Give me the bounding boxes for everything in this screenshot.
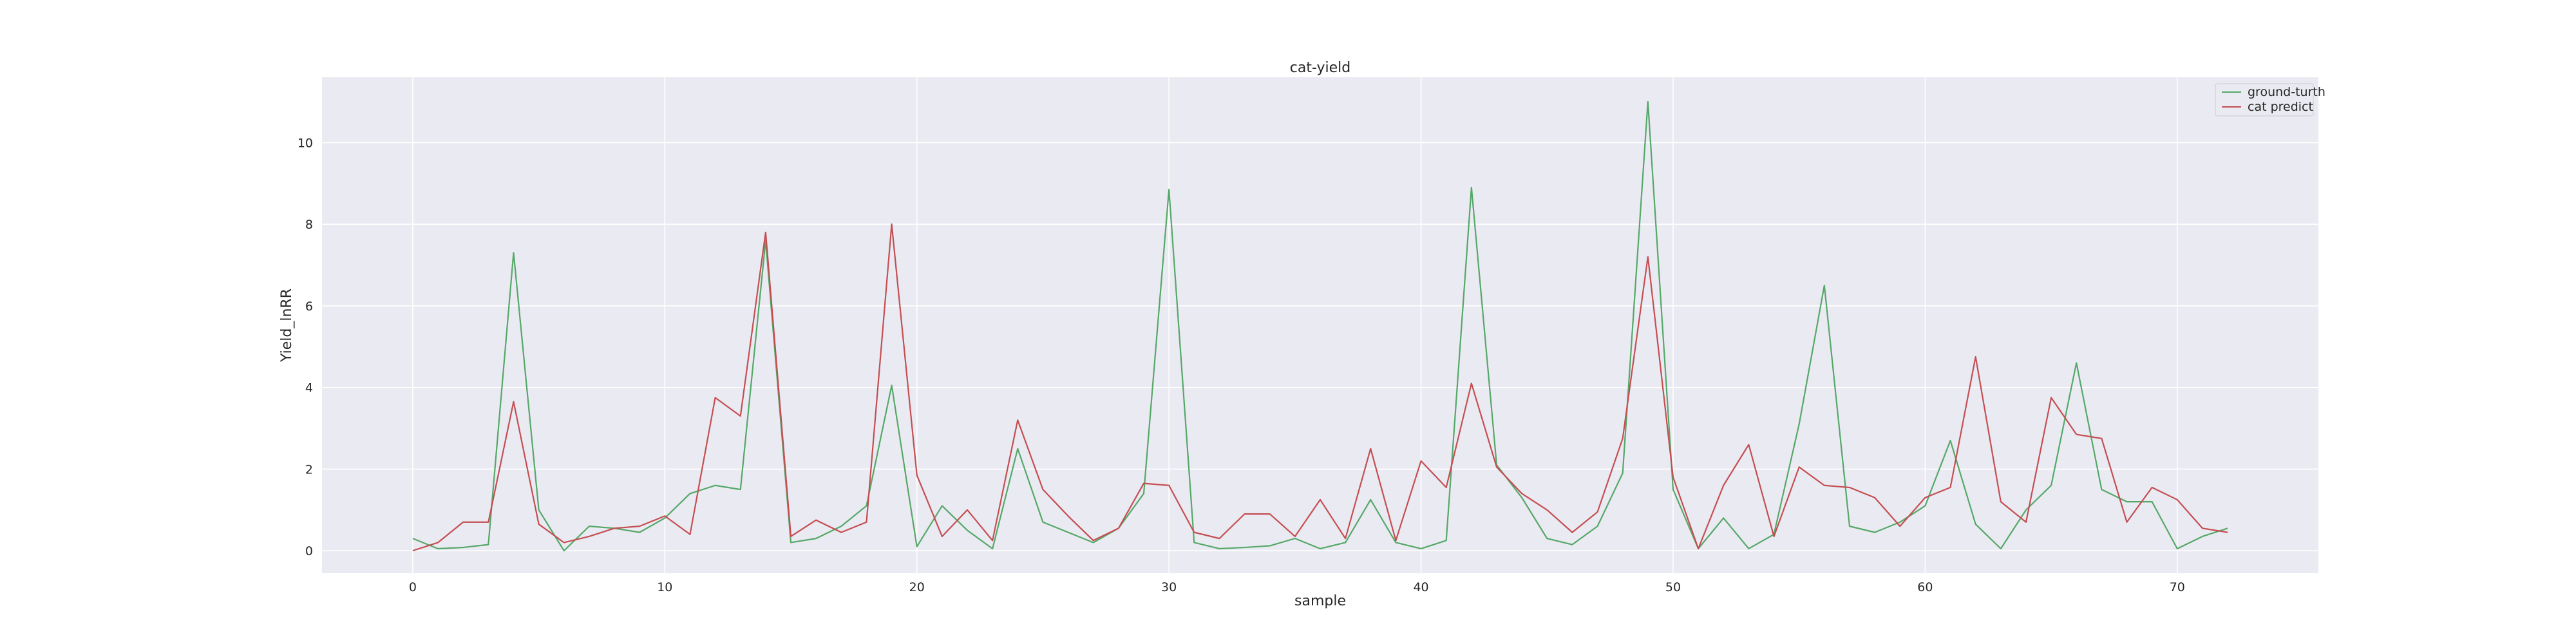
y-tick-label: 8 — [305, 218, 313, 232]
x-tick-label: 0 — [409, 580, 417, 594]
x-tick-label: 10 — [657, 580, 672, 594]
x-tick-label: 30 — [1161, 580, 1177, 594]
chart-title: cat-yield — [1290, 60, 1351, 76]
grid — [322, 77, 2318, 573]
plot-area — [322, 77, 2318, 573]
legend-label-cat-predict: cat predict — [2248, 100, 2313, 114]
legend-label-ground-turth: ground-turth — [2248, 85, 2325, 99]
y-tick-label: 10 — [298, 136, 313, 150]
x-tick-label: 20 — [909, 580, 925, 594]
axis-ticks: 0 10 20 30 40 50 60 70 0 2 4 6 8 10 — [298, 136, 2185, 594]
y-axis-label: Yield_lnRR — [279, 289, 295, 363]
series-line-cat-predict — [412, 223, 2228, 552]
y-tick-label: 0 — [305, 544, 313, 558]
legend: ground-turth cat predict — [2215, 83, 2325, 117]
y-tick-label: 4 — [305, 381, 313, 395]
series-line-ground-turth — [412, 100, 2228, 552]
x-tick-label: 70 — [2170, 580, 2185, 594]
x-tick-label: 60 — [1917, 580, 1933, 594]
y-tick-label: 6 — [305, 299, 313, 314]
series-lines — [412, 100, 2228, 552]
x-axis-label: sample — [1294, 593, 1346, 609]
y-tick-label: 2 — [305, 462, 313, 477]
x-tick-label: 40 — [1413, 580, 1428, 594]
x-tick-label: 50 — [1665, 580, 1681, 594]
